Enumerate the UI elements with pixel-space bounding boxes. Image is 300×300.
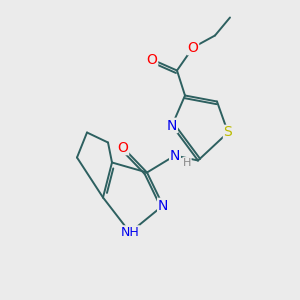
Text: NH: NH bbox=[121, 226, 140, 239]
Text: O: O bbox=[188, 40, 198, 55]
Text: N: N bbox=[170, 148, 180, 163]
Text: N: N bbox=[167, 118, 177, 133]
Text: H: H bbox=[183, 158, 191, 167]
Text: O: O bbox=[118, 140, 128, 154]
Text: O: O bbox=[147, 52, 158, 67]
Text: S: S bbox=[224, 125, 232, 140]
Text: N: N bbox=[158, 199, 168, 212]
